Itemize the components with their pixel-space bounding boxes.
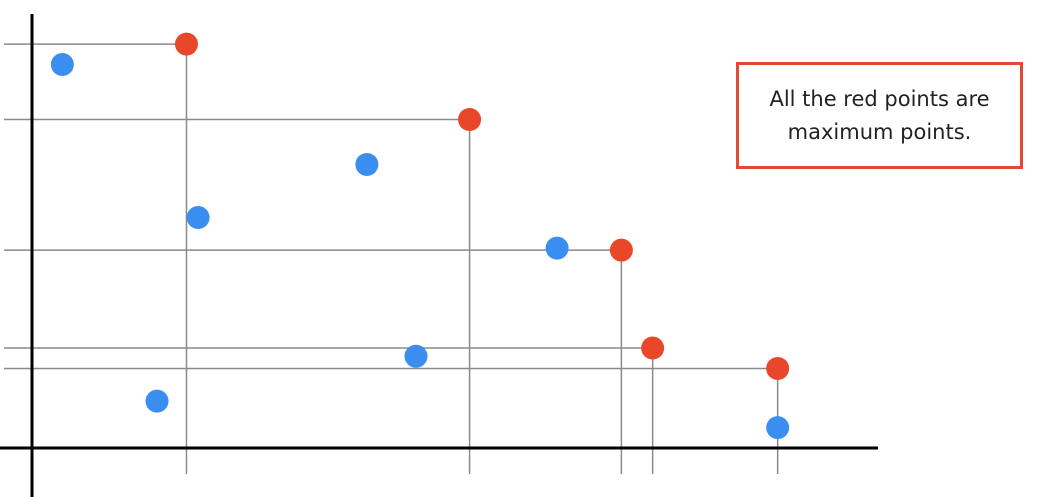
blue-point-5 [404,344,428,368]
blue-point-7 [766,416,790,440]
blue-point-1 [50,52,74,76]
axes [0,14,878,497]
red-maximum-point-1 [174,32,198,56]
blue-point-2 [145,389,169,413]
red-maximum-point-5 [766,356,790,380]
dominance-guide-lines [4,43,779,474]
red-maximum-point-3 [609,238,633,262]
data-points [50,32,790,440]
blue-point-6 [545,236,569,260]
red-maximum-point-2 [458,108,482,132]
blue-point-3 [186,205,210,229]
callout-text: All the red points are maximum points. [769,86,990,144]
red-maximum-point-4 [641,336,665,360]
blue-point-4 [355,152,379,176]
callout-box: All the red points are maximum points. [736,62,1023,169]
